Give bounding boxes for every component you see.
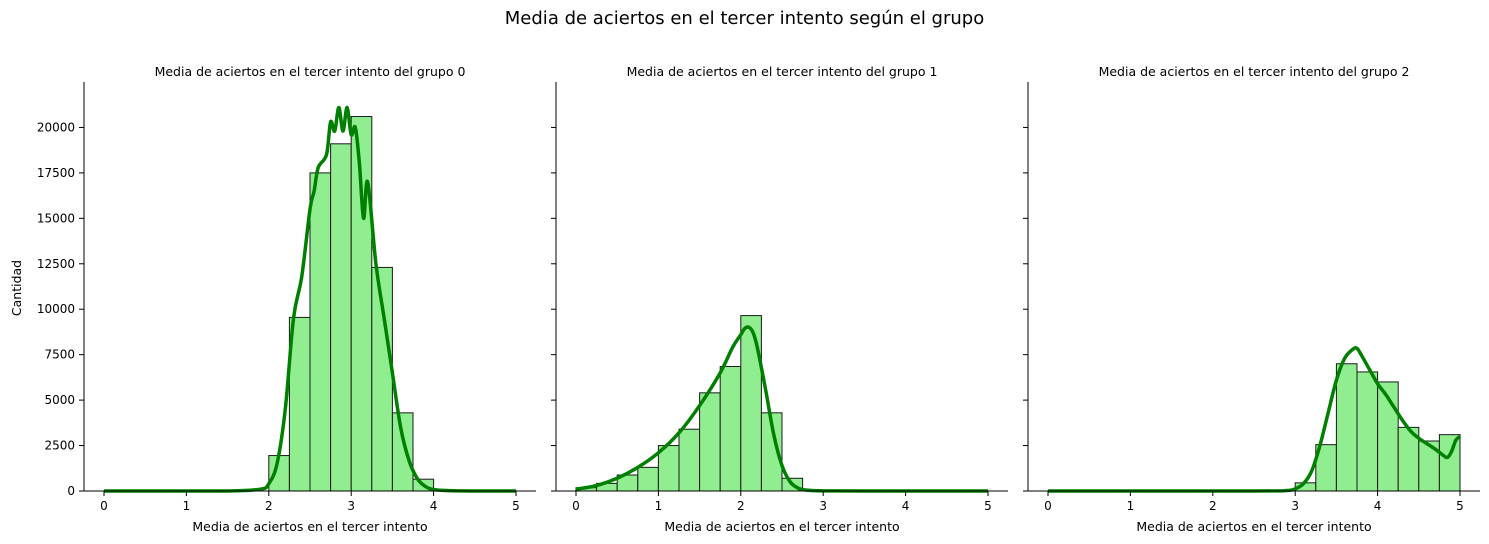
bar-1-8 bbox=[740, 315, 762, 492]
x-axis-label-2: Media de aciertos en el tercer intento bbox=[1136, 519, 1371, 534]
panel-title-0: Media de aciertos en el tercer intento d… bbox=[155, 64, 466, 79]
y-tick-label-17500: 17500 bbox=[37, 166, 75, 180]
x-tick-label-1-5: 5 bbox=[984, 499, 992, 513]
x-tick-label-2-2: 2 bbox=[1209, 499, 1217, 513]
y-tick-label-7500: 7500 bbox=[44, 348, 75, 362]
bar-0-6 bbox=[391, 412, 414, 492]
bar-1-5 bbox=[678, 428, 701, 492]
y-tick-label-5000: 5000 bbox=[44, 393, 75, 407]
x-tick-label-2-1: 1 bbox=[1127, 499, 1135, 513]
x-tick-label-0-4: 4 bbox=[430, 499, 438, 513]
x-tick-label-2-3: 3 bbox=[1291, 499, 1299, 513]
figure-title: Media de aciertos en el tercer intento s… bbox=[504, 8, 985, 29]
x-axis-label-1: Media de aciertos en el tercer intento bbox=[664, 519, 899, 534]
x-tick-label-2-5: 5 bbox=[1456, 499, 1464, 513]
x-tick-label-1-0: 0 bbox=[572, 499, 580, 513]
bar-1-6 bbox=[699, 392, 721, 492]
x-tick-label-0-2: 2 bbox=[265, 499, 273, 513]
panel-0: Media de aciertos en el tercer intento d… bbox=[37, 64, 536, 534]
panel-2: Media de aciertos en el tercer intento d… bbox=[1023, 64, 1480, 534]
x-tick-label-1-4: 4 bbox=[902, 499, 910, 513]
kde-line-2 bbox=[1047, 346, 1462, 493]
x-tick-label-2-0: 0 bbox=[1044, 499, 1052, 513]
bar-0-3 bbox=[330, 143, 352, 492]
panel-1: Media de aciertos en el tercer intento d… bbox=[551, 64, 1008, 534]
y-tick-label-10000: 10000 bbox=[37, 302, 75, 316]
kde-line-0 bbox=[103, 105, 516, 493]
x-tick-label-1-2: 2 bbox=[737, 499, 745, 513]
y-axis-label: Cantidad bbox=[9, 260, 24, 316]
x-tick-label-0-5: 5 bbox=[512, 499, 520, 513]
x-tick-label-0-0: 0 bbox=[100, 499, 108, 513]
bar-2-3 bbox=[1356, 371, 1379, 492]
bar-2-2 bbox=[1335, 363, 1358, 492]
x-tick-label-1-3: 3 bbox=[819, 499, 827, 513]
kde-line-1 bbox=[575, 325, 988, 493]
x-tick-label-0-1: 1 bbox=[183, 499, 191, 513]
y-tick-label-15000: 15000 bbox=[37, 211, 75, 225]
x-tick-label-2-4: 4 bbox=[1374, 499, 1382, 513]
x-tick-label-1-1: 1 bbox=[655, 499, 663, 513]
bar-0-2 bbox=[309, 172, 332, 492]
bar-1-7 bbox=[719, 365, 742, 492]
y-tick-label-2500: 2500 bbox=[44, 439, 75, 453]
bar-1-3 bbox=[637, 466, 659, 492]
panel-title-1: Media de aciertos en el tercer intento d… bbox=[627, 64, 938, 79]
y-tick-label-20000: 20000 bbox=[37, 120, 75, 134]
bar-2-7 bbox=[1438, 434, 1461, 492]
x-axis-label-0: Media de aciertos en el tercer intento bbox=[192, 519, 427, 534]
y-tick-label-12500: 12500 bbox=[37, 257, 75, 271]
x-tick-label-0-3: 3 bbox=[347, 499, 355, 513]
y-tick-label-0: 0 bbox=[67, 484, 75, 498]
panel-title-2: Media de aciertos en el tercer intento d… bbox=[1099, 64, 1410, 79]
